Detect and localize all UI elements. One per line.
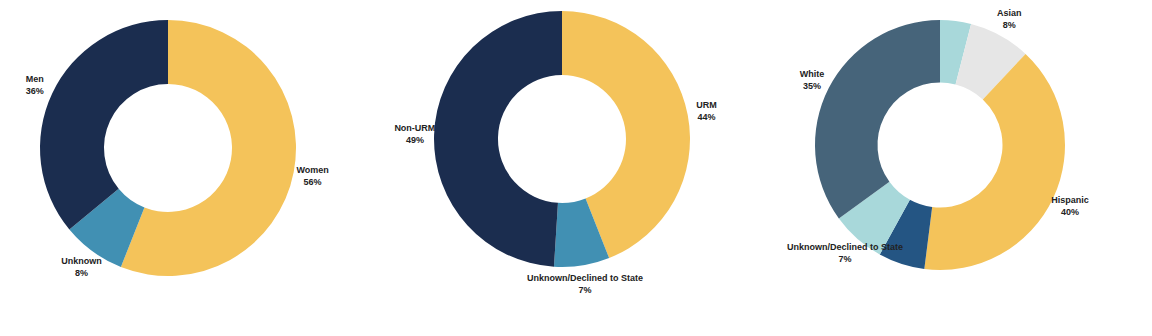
slice	[554, 199, 609, 267]
slice-label: Women	[296, 165, 328, 175]
labels: Asian 8% Hispanic 40% Unknown/Declined to St…	[787, 8, 1089, 264]
slice-label: Non-URM	[394, 123, 435, 133]
slice-label: Unknown/Declined to State	[787, 242, 903, 252]
donut-chart: URM 44% Unknown/Declined to State 7% Non-URM…	[394, 11, 716, 295]
slice-value-label: 35%	[803, 81, 821, 91]
slices	[40, 20, 296, 276]
slice-value-label: 36%	[26, 86, 44, 96]
slice-value-label: 7%	[838, 254, 851, 264]
slice-label: Asian	[997, 8, 1022, 18]
slice-value-label: 40%	[1061, 207, 1079, 217]
slice-value-label: 56%	[304, 177, 322, 187]
slice-label: White	[800, 69, 825, 79]
slices	[815, 20, 1065, 270]
slice-value-label: 7%	[579, 285, 592, 295]
slice-value-label: 8%	[1003, 20, 1016, 30]
chart-canvas: Women 56% Unknown 8% Men 36% URM 44% Unknown/Dec…	[0, 0, 1152, 336]
labels: Women 56% Unknown 8% Men 36%	[26, 74, 329, 278]
slices	[434, 11, 690, 267]
slice-value-label: 49%	[406, 135, 424, 145]
donut-chart: Women 56% Unknown 8% Men 36%	[26, 20, 329, 278]
slice	[815, 20, 940, 218]
slice-label: Unknown/Declined to State	[527, 273, 643, 283]
slice-value-label: 44%	[698, 112, 716, 122]
slice-label: Hispanic	[1051, 195, 1089, 205]
slice-value-label: 8%	[75, 268, 88, 278]
slice	[40, 20, 168, 230]
slice	[434, 11, 562, 267]
labels: URM 44% Unknown/Declined to State 7% Non-URM…	[394, 100, 716, 295]
slice-label: URM	[696, 100, 717, 110]
slice-label: Men	[26, 74, 44, 84]
slice-label: Unknown	[61, 256, 102, 266]
donut-chart: Asian 8% Hispanic 40% Unknown/Declined to St…	[787, 8, 1089, 270]
slice	[924, 54, 1065, 270]
